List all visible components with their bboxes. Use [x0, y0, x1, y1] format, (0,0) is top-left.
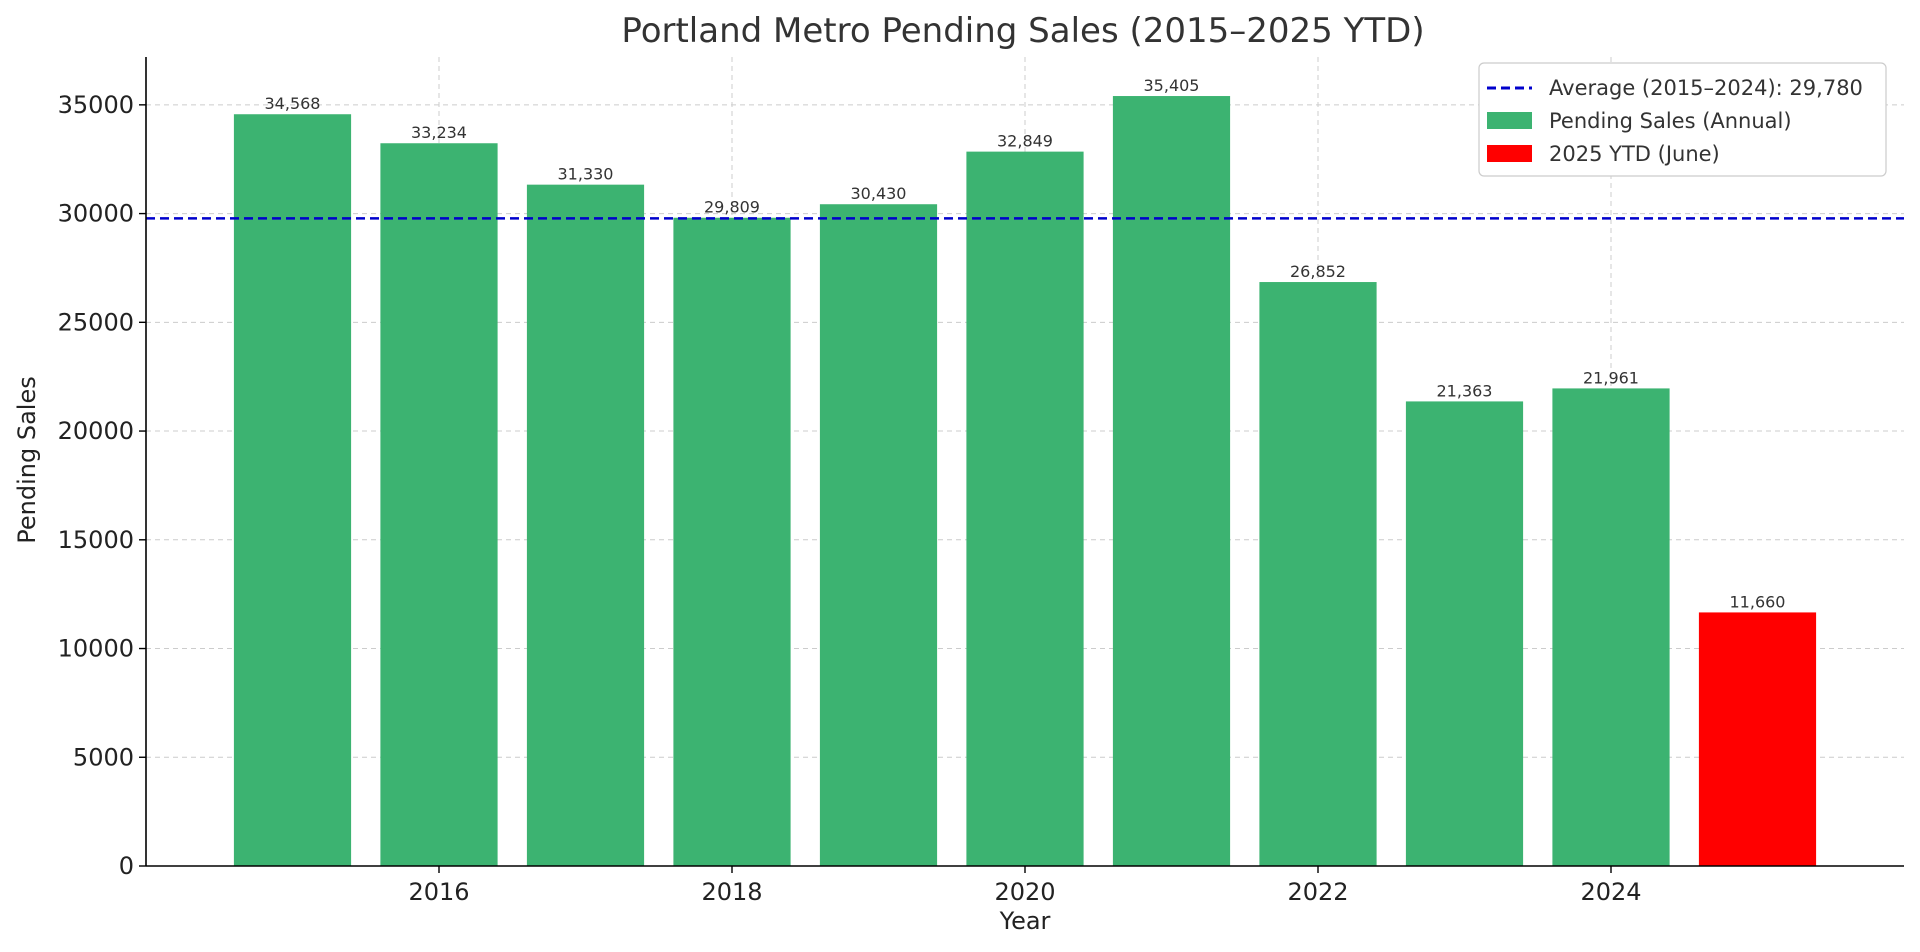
legend-annual-swatch — [1487, 112, 1532, 129]
bar-value-label-2020: 32,849 — [997, 132, 1053, 151]
y-axis-label: Pending Sales — [13, 376, 41, 543]
legend: Average (2015–2024): 29,780 Pending Sale… — [1478, 62, 1887, 177]
bar-value-label-2021: 35,405 — [1144, 76, 1200, 95]
x-tick-label-3: 2022 — [1287, 878, 1348, 906]
y-tick-label-3: 15000 — [58, 526, 134, 554]
y-tick-label-0: 0 — [119, 852, 134, 880]
x-tick-label-4: 2024 — [1580, 878, 1641, 906]
legend-frame — [1478, 62, 1887, 177]
bar-2022 — [1259, 282, 1377, 867]
bar-value-label-2024: 21,961 — [1583, 368, 1639, 387]
bar-2016 — [380, 143, 498, 867]
bar-2025 — [1698, 612, 1817, 866]
bar-2023 — [1405, 401, 1524, 866]
bar-value-label-2018: 29,809 — [704, 198, 760, 217]
bar-2021 — [1112, 96, 1231, 866]
legend-average-label: Average (2015–2024): 29,780 — [1549, 76, 1863, 100]
bar-2020 — [966, 151, 1084, 866]
bars — [233, 96, 1817, 867]
bar-value-label-2016: 33,234 — [411, 123, 467, 142]
bar-value-label-2025: 11,660 — [1730, 592, 1786, 611]
bar-value-label-2022: 26,852 — [1290, 262, 1346, 281]
x-tick-label-2: 2020 — [994, 878, 1055, 906]
axes: 0 5000 10000 15000 20000 25000 30000 35000 2016 2… — [58, 57, 1904, 906]
y-tick-label-2: 10000 — [58, 635, 134, 663]
bar-2017 — [526, 184, 645, 866]
bar-2019 — [819, 204, 938, 866]
legend-ytd-label: 2025 YTD (June) — [1549, 142, 1720, 166]
x-tick-label-1: 2018 — [701, 878, 762, 906]
bar-value-label-2017: 31,330 — [558, 165, 614, 184]
legend-annual-label: Pending Sales (Annual) — [1549, 109, 1792, 133]
bar-2015 — [233, 114, 352, 867]
bar-value-label-2015: 34,568 — [265, 94, 321, 113]
y-tick-label-6: 30000 — [58, 200, 134, 228]
x-axis-label: Year — [999, 907, 1051, 935]
y-tick-label-5: 25000 — [58, 308, 134, 336]
y-tick-label-1: 5000 — [73, 743, 134, 771]
bar-2024 — [1552, 388, 1670, 866]
bar-value-label-2019: 30,430 — [851, 184, 907, 203]
y-tick-label-7: 35000 — [58, 91, 134, 119]
bar-2018 — [673, 217, 791, 866]
x-tick-label-0: 2016 — [408, 878, 469, 906]
data-labels: 34,568 33,234 31,330 29,809 30,430 32,849 35,4… — [265, 76, 1786, 611]
chart-title: Portland Metro Pending Sales (2015–2025 … — [621, 11, 1424, 51]
y-tick-label-4: 20000 — [58, 417, 134, 445]
bar-value-label-2023: 21,363 — [1437, 381, 1493, 400]
legend-ytd-swatch — [1487, 145, 1532, 162]
